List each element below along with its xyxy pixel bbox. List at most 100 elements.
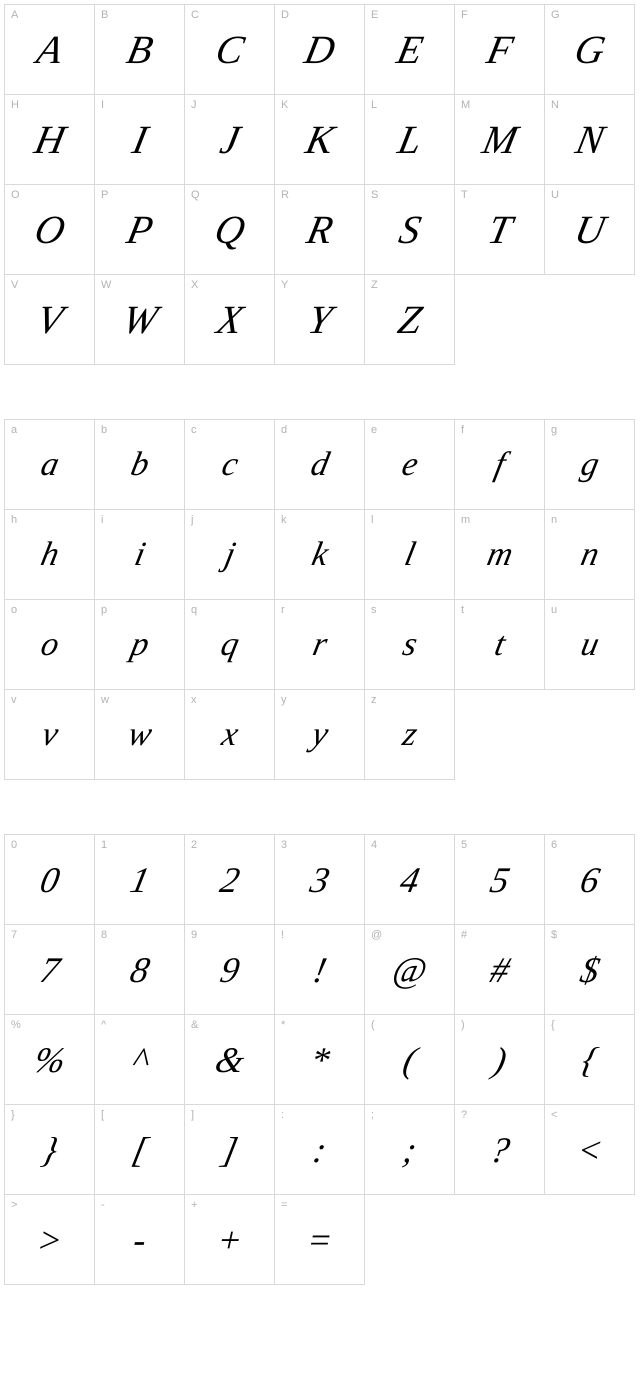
key-label: < bbox=[551, 1109, 557, 1121]
glyph: P bbox=[123, 210, 156, 250]
key-label: b bbox=[101, 424, 107, 436]
glyph-cell[interactable]: {{ bbox=[545, 1015, 635, 1105]
glyph-cell[interactable]: bb bbox=[95, 420, 185, 510]
glyph-cell[interactable]: KK bbox=[275, 95, 365, 185]
glyph-cell[interactable]: WW bbox=[95, 275, 185, 365]
glyph-cell[interactable]: }} bbox=[5, 1105, 95, 1195]
glyph-cell[interactable]: gg bbox=[545, 420, 635, 510]
glyph-cell[interactable]: 77 bbox=[5, 925, 95, 1015]
glyph: E bbox=[393, 30, 426, 70]
glyph-cell[interactable]: !! bbox=[275, 925, 365, 1015]
key-label: e bbox=[371, 424, 377, 436]
glyph: N bbox=[572, 120, 607, 160]
glyph-cell[interactable]: PP bbox=[95, 185, 185, 275]
glyph-cell[interactable]: 44 bbox=[365, 835, 455, 925]
glyph-cell[interactable]: ++ bbox=[185, 1195, 275, 1285]
glyph-cell[interactable]: MM bbox=[455, 95, 545, 185]
glyph-cell[interactable]: rr bbox=[275, 600, 365, 690]
glyph-cell[interactable]: oo bbox=[5, 600, 95, 690]
glyph-cell[interactable]: ss bbox=[365, 600, 455, 690]
glyph-cell[interactable]: CC bbox=[185, 5, 275, 95]
glyph: = bbox=[304, 1222, 336, 1258]
glyph-cell[interactable]: 99 bbox=[185, 925, 275, 1015]
glyph: o bbox=[37, 628, 61, 662]
glyph-cell[interactable]: 55 bbox=[455, 835, 545, 925]
glyph: B bbox=[123, 30, 156, 70]
glyph-cell[interactable]: OO bbox=[5, 185, 95, 275]
glyph-cell[interactable]: YY bbox=[275, 275, 365, 365]
glyph-cell[interactable]: uu bbox=[545, 600, 635, 690]
glyph-cell[interactable]: JJ bbox=[185, 95, 275, 185]
glyph-cell[interactable]: SS bbox=[365, 185, 455, 275]
glyph-cell[interactable]: == bbox=[275, 1195, 365, 1285]
glyph-cell[interactable]: jj bbox=[185, 510, 275, 600]
glyph-cell[interactable]: :: bbox=[275, 1105, 365, 1195]
glyph-cell[interactable]: UU bbox=[545, 185, 635, 275]
glyph-cell[interactable]: ww bbox=[95, 690, 185, 780]
glyph-cell[interactable]: GG bbox=[545, 5, 635, 95]
glyph-cell[interactable]: kk bbox=[275, 510, 365, 600]
glyph-cell[interactable]: ff bbox=[455, 420, 545, 510]
glyph-cell[interactable]: ee bbox=[365, 420, 455, 510]
glyph: F bbox=[483, 30, 516, 70]
glyph-cell[interactable]: %% bbox=[5, 1015, 95, 1105]
glyph-cell[interactable]: @@ bbox=[365, 925, 455, 1015]
glyph-cell[interactable]: 11 bbox=[95, 835, 185, 925]
glyph-cell[interactable]: LL bbox=[365, 95, 455, 185]
glyph-cell[interactable]: mm bbox=[455, 510, 545, 600]
glyph-cell[interactable]: && bbox=[185, 1015, 275, 1105]
glyph-cell[interactable]: aa bbox=[5, 420, 95, 510]
glyph-cell[interactable]: DD bbox=[275, 5, 365, 95]
glyph-cell[interactable]: NN bbox=[545, 95, 635, 185]
glyph-cell[interactable]: RR bbox=[275, 185, 365, 275]
key-label: : bbox=[281, 1109, 284, 1121]
glyph-cell[interactable]: tt bbox=[455, 600, 545, 690]
key-label: M bbox=[461, 99, 470, 111]
glyph-cell[interactable]: (( bbox=[365, 1015, 455, 1105]
glyph-cell[interactable]: 88 bbox=[95, 925, 185, 1015]
glyph-cell[interactable]: << bbox=[545, 1105, 635, 1195]
glyph-cell[interactable]: ** bbox=[275, 1015, 365, 1105]
glyph-cell[interactable]: ZZ bbox=[365, 275, 455, 365]
glyph-cell[interactable]: 00 bbox=[5, 835, 95, 925]
glyph-cell[interactable]: VV bbox=[5, 275, 95, 365]
glyph-cell[interactable]: FF bbox=[455, 5, 545, 95]
glyph-cell[interactable]: TT bbox=[455, 185, 545, 275]
glyph-cell[interactable]: 66 bbox=[545, 835, 635, 925]
glyph-cell[interactable]: XX bbox=[185, 275, 275, 365]
glyph-cell[interactable]: yy bbox=[275, 690, 365, 780]
glyph-cell[interactable]: )) bbox=[455, 1015, 545, 1105]
glyph-cell[interactable]: AA bbox=[5, 5, 95, 95]
glyph-cell[interactable]: [[ bbox=[95, 1105, 185, 1195]
glyph-cell[interactable]: HH bbox=[5, 95, 95, 185]
glyph-cell[interactable]: EE bbox=[365, 5, 455, 95]
glyph-cell[interactable]: hh bbox=[5, 510, 95, 600]
glyph-cell[interactable]: ll bbox=[365, 510, 455, 600]
glyph-cell[interactable]: ]] bbox=[185, 1105, 275, 1195]
glyph-cell[interactable]: qq bbox=[185, 600, 275, 690]
glyph-cell[interactable]: nn bbox=[545, 510, 635, 600]
glyph-cell[interactable]: cc bbox=[185, 420, 275, 510]
glyph-cell[interactable]: dd bbox=[275, 420, 365, 510]
glyph-cell[interactable]: ii bbox=[95, 510, 185, 600]
glyph-cell[interactable]: ^^ bbox=[95, 1015, 185, 1105]
glyph-cell[interactable]: BB bbox=[95, 5, 185, 95]
glyph: Y bbox=[304, 300, 335, 340]
glyph-cell[interactable]: 33 bbox=[275, 835, 365, 925]
glyph-cell[interactable]: QQ bbox=[185, 185, 275, 275]
glyph-cell[interactable]: >> bbox=[5, 1195, 95, 1285]
glyph: i bbox=[131, 538, 148, 572]
glyph-cell[interactable]: vv bbox=[5, 690, 95, 780]
glyph-cell[interactable]: II bbox=[95, 95, 185, 185]
glyph-cell[interactable]: $$ bbox=[545, 925, 635, 1015]
glyph-cell[interactable]: -- bbox=[95, 1195, 185, 1285]
glyph-cell[interactable]: ?? bbox=[455, 1105, 545, 1195]
glyph-cell[interactable]: pp bbox=[95, 600, 185, 690]
glyph-cell[interactable]: zz bbox=[365, 690, 455, 780]
glyph-cell[interactable]: ;; bbox=[365, 1105, 455, 1195]
glyph-cell[interactable]: ## bbox=[455, 925, 545, 1015]
glyph: 1 bbox=[127, 862, 153, 898]
key-label: R bbox=[281, 189, 289, 201]
glyph-cell[interactable]: 22 bbox=[185, 835, 275, 925]
glyph-cell[interactable]: xx bbox=[185, 690, 275, 780]
